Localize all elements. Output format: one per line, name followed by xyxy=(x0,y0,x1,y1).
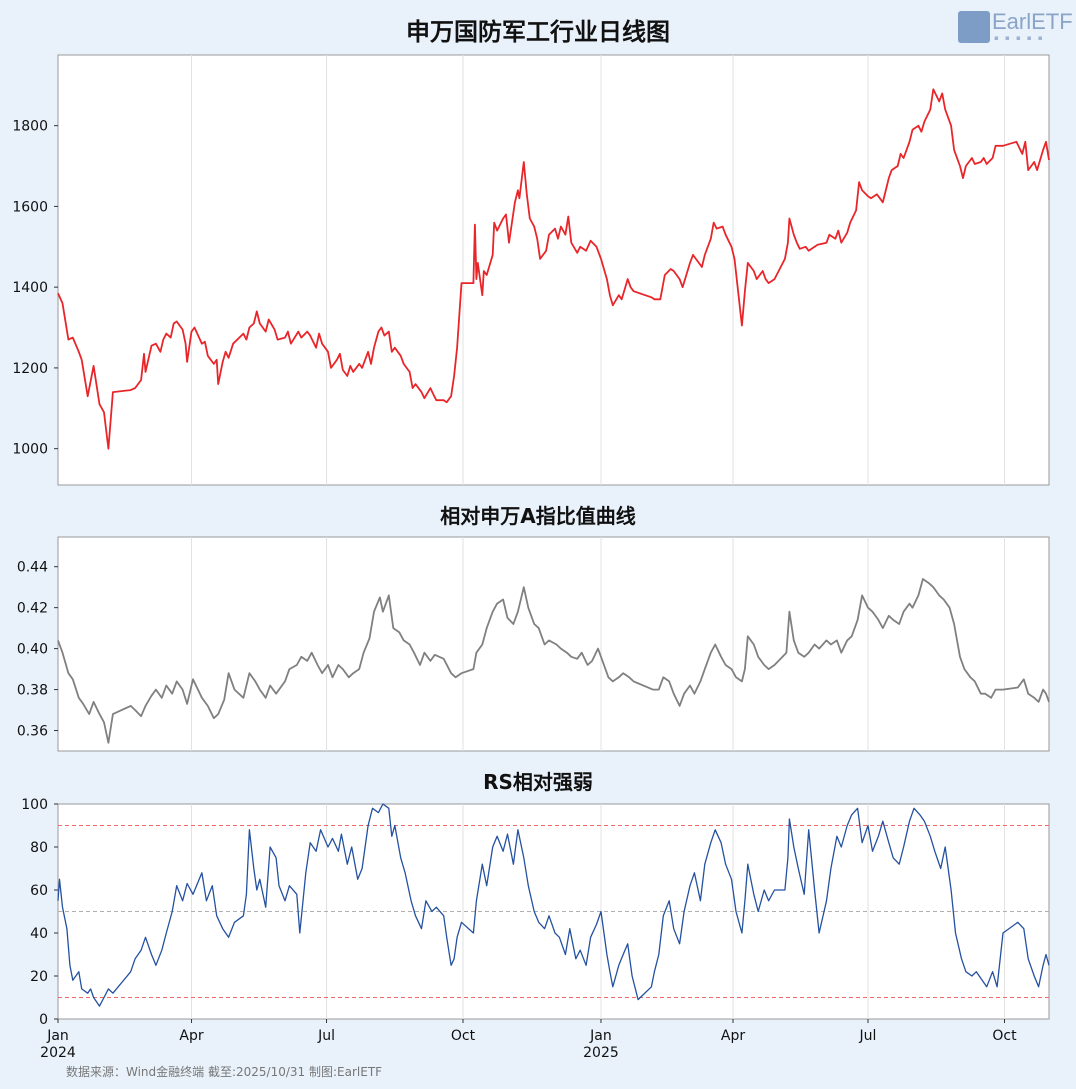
rs-ytick-label: 60 xyxy=(30,883,48,899)
rs-ytick-label: 20 xyxy=(30,969,48,985)
xtick-year-label: 2024 xyxy=(40,1045,76,1061)
rs-ytick-label: 0 xyxy=(39,1012,48,1028)
price-ytick-label: 1600 xyxy=(12,199,48,215)
ratio-ytick-label: 0.42 xyxy=(17,601,48,617)
chart-title: 申万国防军工行业日线图 xyxy=(406,18,670,46)
ratio-ytick-label: 0.44 xyxy=(17,560,48,576)
price-ytick-label: 1000 xyxy=(12,442,48,458)
ratio-ytick-label: 0.38 xyxy=(17,683,48,699)
ratio-plot-area xyxy=(57,536,1050,752)
price-plot-area xyxy=(57,54,1050,486)
rs-chart-title: RS相对强弱 xyxy=(483,770,593,794)
price-ytick-label: 1200 xyxy=(12,361,48,377)
price-ytick-label: 1400 xyxy=(12,280,48,296)
logo-subtitle: ▪ ▪ ▪ ▪ ▪ xyxy=(994,34,1045,42)
xtick-label: Jan xyxy=(46,1028,69,1044)
xtick-label: Jul xyxy=(317,1028,335,1044)
rs-ytick-label: 80 xyxy=(30,840,48,856)
xtick-label: Jul xyxy=(859,1028,877,1044)
rs-series-line xyxy=(57,803,1050,1007)
ratio-series-line xyxy=(57,578,1050,744)
ratio-chart-title: 相对申万A指比值曲线 xyxy=(440,504,636,528)
xtick-label: Apr xyxy=(179,1028,203,1044)
logo-mark-icon xyxy=(958,11,990,43)
xtick-label: Oct xyxy=(451,1028,476,1044)
price-ytick-label: 1800 xyxy=(12,119,48,135)
ratio-ytick-label: 0.40 xyxy=(17,642,48,658)
logo-text: EarlETF xyxy=(992,9,1073,34)
rs-ytick-label: 100 xyxy=(21,797,48,813)
rs-ytick-label: 40 xyxy=(30,926,48,942)
ratio-ytick-label: 0.36 xyxy=(17,724,48,740)
xtick-label: Jan xyxy=(589,1028,612,1044)
data-source-note: 数据来源：Wind金融终端 截至:2025/10/31 制图:EarlETF xyxy=(66,1065,383,1079)
price-series-line xyxy=(57,88,1050,450)
xtick-year-label: 2025 xyxy=(583,1045,619,1061)
xtick-label: Oct xyxy=(992,1028,1017,1044)
xtick-label: Apr xyxy=(721,1028,745,1044)
brand-logo: EarlETF ▪ ▪ ▪ ▪ ▪ xyxy=(958,9,1073,45)
